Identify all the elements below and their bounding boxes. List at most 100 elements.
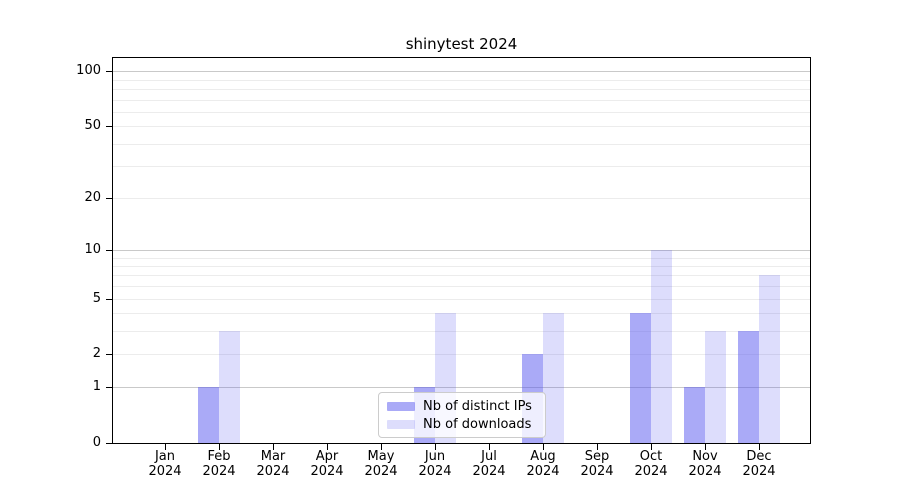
- x-tick-month: Dec: [746, 449, 772, 464]
- x-tick-month: Mar: [260, 449, 286, 464]
- x-tick-month: May: [367, 449, 395, 464]
- y-tick-mark: [106, 354, 112, 356]
- x-tick-label: Sep 2024: [565, 449, 629, 479]
- y-tick-mark: [106, 249, 112, 251]
- y-tick-label: 10: [84, 241, 101, 257]
- x-tick-year: 2024: [580, 464, 614, 479]
- legend-label-distinct-ips: Nb of distinct IPs: [423, 398, 532, 414]
- gridline-major: [113, 387, 810, 389]
- x-tick-mark: [489, 444, 490, 450]
- gridline-minor: [113, 331, 810, 333]
- x-tick-label: Jun 2024: [403, 449, 467, 479]
- x-tick-month: Feb: [207, 449, 231, 464]
- x-tick-year: 2024: [742, 464, 776, 479]
- x-tick-label: Apr 2024: [295, 449, 359, 479]
- legend-label-downloads: Nb of downloads: [423, 416, 532, 432]
- x-tick-month: Aug: [530, 449, 556, 464]
- y-tick-mark: [106, 71, 112, 73]
- x-tick-year: 2024: [256, 464, 290, 479]
- x-tick-mark: [327, 444, 328, 450]
- x-tick-year: 2024: [472, 464, 506, 479]
- bar-downloads: [651, 249, 672, 443]
- gridline-minor: [113, 286, 810, 288]
- x-tick-mark: [165, 444, 166, 450]
- x-tick-year: 2024: [688, 464, 722, 479]
- x-tick-year: 2024: [418, 464, 452, 479]
- plot-area: Nb of distinct IPs Nb of downloads: [112, 57, 811, 444]
- gridline-minor: [113, 99, 810, 101]
- x-tick-label: Nov 2024: [673, 449, 737, 479]
- gridline-minor: [113, 257, 810, 259]
- x-tick-mark: [435, 444, 436, 450]
- legend-swatch-downloads: [387, 419, 415, 429]
- x-tick-label: Mar 2024: [241, 449, 305, 479]
- y-tick-mark: [106, 126, 112, 128]
- gridline-minor: [113, 265, 810, 267]
- x-tick-mark: [381, 444, 382, 450]
- x-tick-mark: [759, 444, 760, 450]
- y-tick-label: 100: [76, 63, 101, 79]
- y-tick-label: 5: [92, 290, 101, 306]
- bar-downloads: [759, 275, 780, 443]
- y-tick-mark: [106, 387, 112, 389]
- gridline-minor: [113, 313, 810, 315]
- x-tick-month: Oct: [639, 449, 663, 464]
- gridline-minor: [113, 79, 810, 81]
- y-tick-mark: [106, 298, 112, 300]
- x-tick-month: Sep: [584, 449, 610, 464]
- bar-downloads: [543, 313, 564, 443]
- x-tick-month: Jun: [424, 449, 446, 464]
- x-tick-mark: [651, 444, 652, 450]
- x-tick-year: 2024: [634, 464, 668, 479]
- gridline-minor: [113, 111, 810, 113]
- y-tick-label: 20: [84, 189, 101, 205]
- x-tick-mark: [597, 444, 598, 450]
- gridline-minor: [113, 88, 810, 90]
- bar-downloads: [705, 331, 726, 443]
- y-tick-label: 50: [84, 118, 101, 134]
- x-tick-year: 2024: [526, 464, 560, 479]
- gridline-minor: [113, 197, 810, 199]
- y-tick-label: 0: [92, 435, 101, 450]
- x-tick-year: 2024: [310, 464, 344, 479]
- bar-distinct-ips: [738, 331, 759, 443]
- x-tick-month: Nov: [692, 449, 718, 464]
- x-tick-label: Oct 2024: [619, 449, 683, 479]
- chart-title: shinytest 2024: [405, 35, 518, 53]
- bar-distinct-ips: [630, 313, 651, 443]
- gridline-minor: [113, 354, 810, 356]
- gridline-major: [113, 249, 810, 251]
- legend-swatch-distinct-ips: [387, 401, 415, 411]
- x-tick-label: Jul 2024: [457, 449, 521, 479]
- y-tick-mark: [106, 443, 112, 444]
- x-tick-month: Apr: [315, 449, 339, 464]
- x-tick-month: Jul: [481, 449, 497, 464]
- legend-item-distinct-ips: Nb of distinct IPs: [387, 397, 537, 415]
- gridline-minor: [113, 166, 810, 168]
- gridline-minor: [113, 143, 810, 145]
- gridline-minor: [113, 298, 810, 300]
- x-tick-label: Jan 2024: [133, 449, 197, 479]
- bar-downloads: [219, 331, 240, 443]
- x-tick-label: May 2024: [349, 449, 413, 479]
- gridline-major: [113, 71, 810, 73]
- y-tick-label: 2: [92, 346, 101, 362]
- gridline-minor: [113, 126, 810, 128]
- y-tick-mark: [106, 197, 112, 199]
- x-tick-month: Jan: [154, 449, 176, 464]
- gridline-minor: [113, 275, 810, 277]
- x-tick-label: Dec 2024: [727, 449, 791, 479]
- x-tick-mark: [705, 444, 706, 450]
- x-tick-label: Aug 2024: [511, 449, 575, 479]
- bar-distinct-ips: [198, 387, 219, 443]
- x-tick-mark: [543, 444, 544, 450]
- x-tick-year: 2024: [148, 464, 182, 479]
- x-tick-mark: [273, 444, 274, 450]
- bar-distinct-ips: [684, 387, 705, 443]
- y-tick-label: 1: [92, 379, 101, 395]
- legend-item-downloads: Nb of downloads: [387, 415, 537, 433]
- x-tick-year: 2024: [364, 464, 398, 479]
- x-tick-year: 2024: [202, 464, 236, 479]
- x-tick-mark: [219, 444, 220, 450]
